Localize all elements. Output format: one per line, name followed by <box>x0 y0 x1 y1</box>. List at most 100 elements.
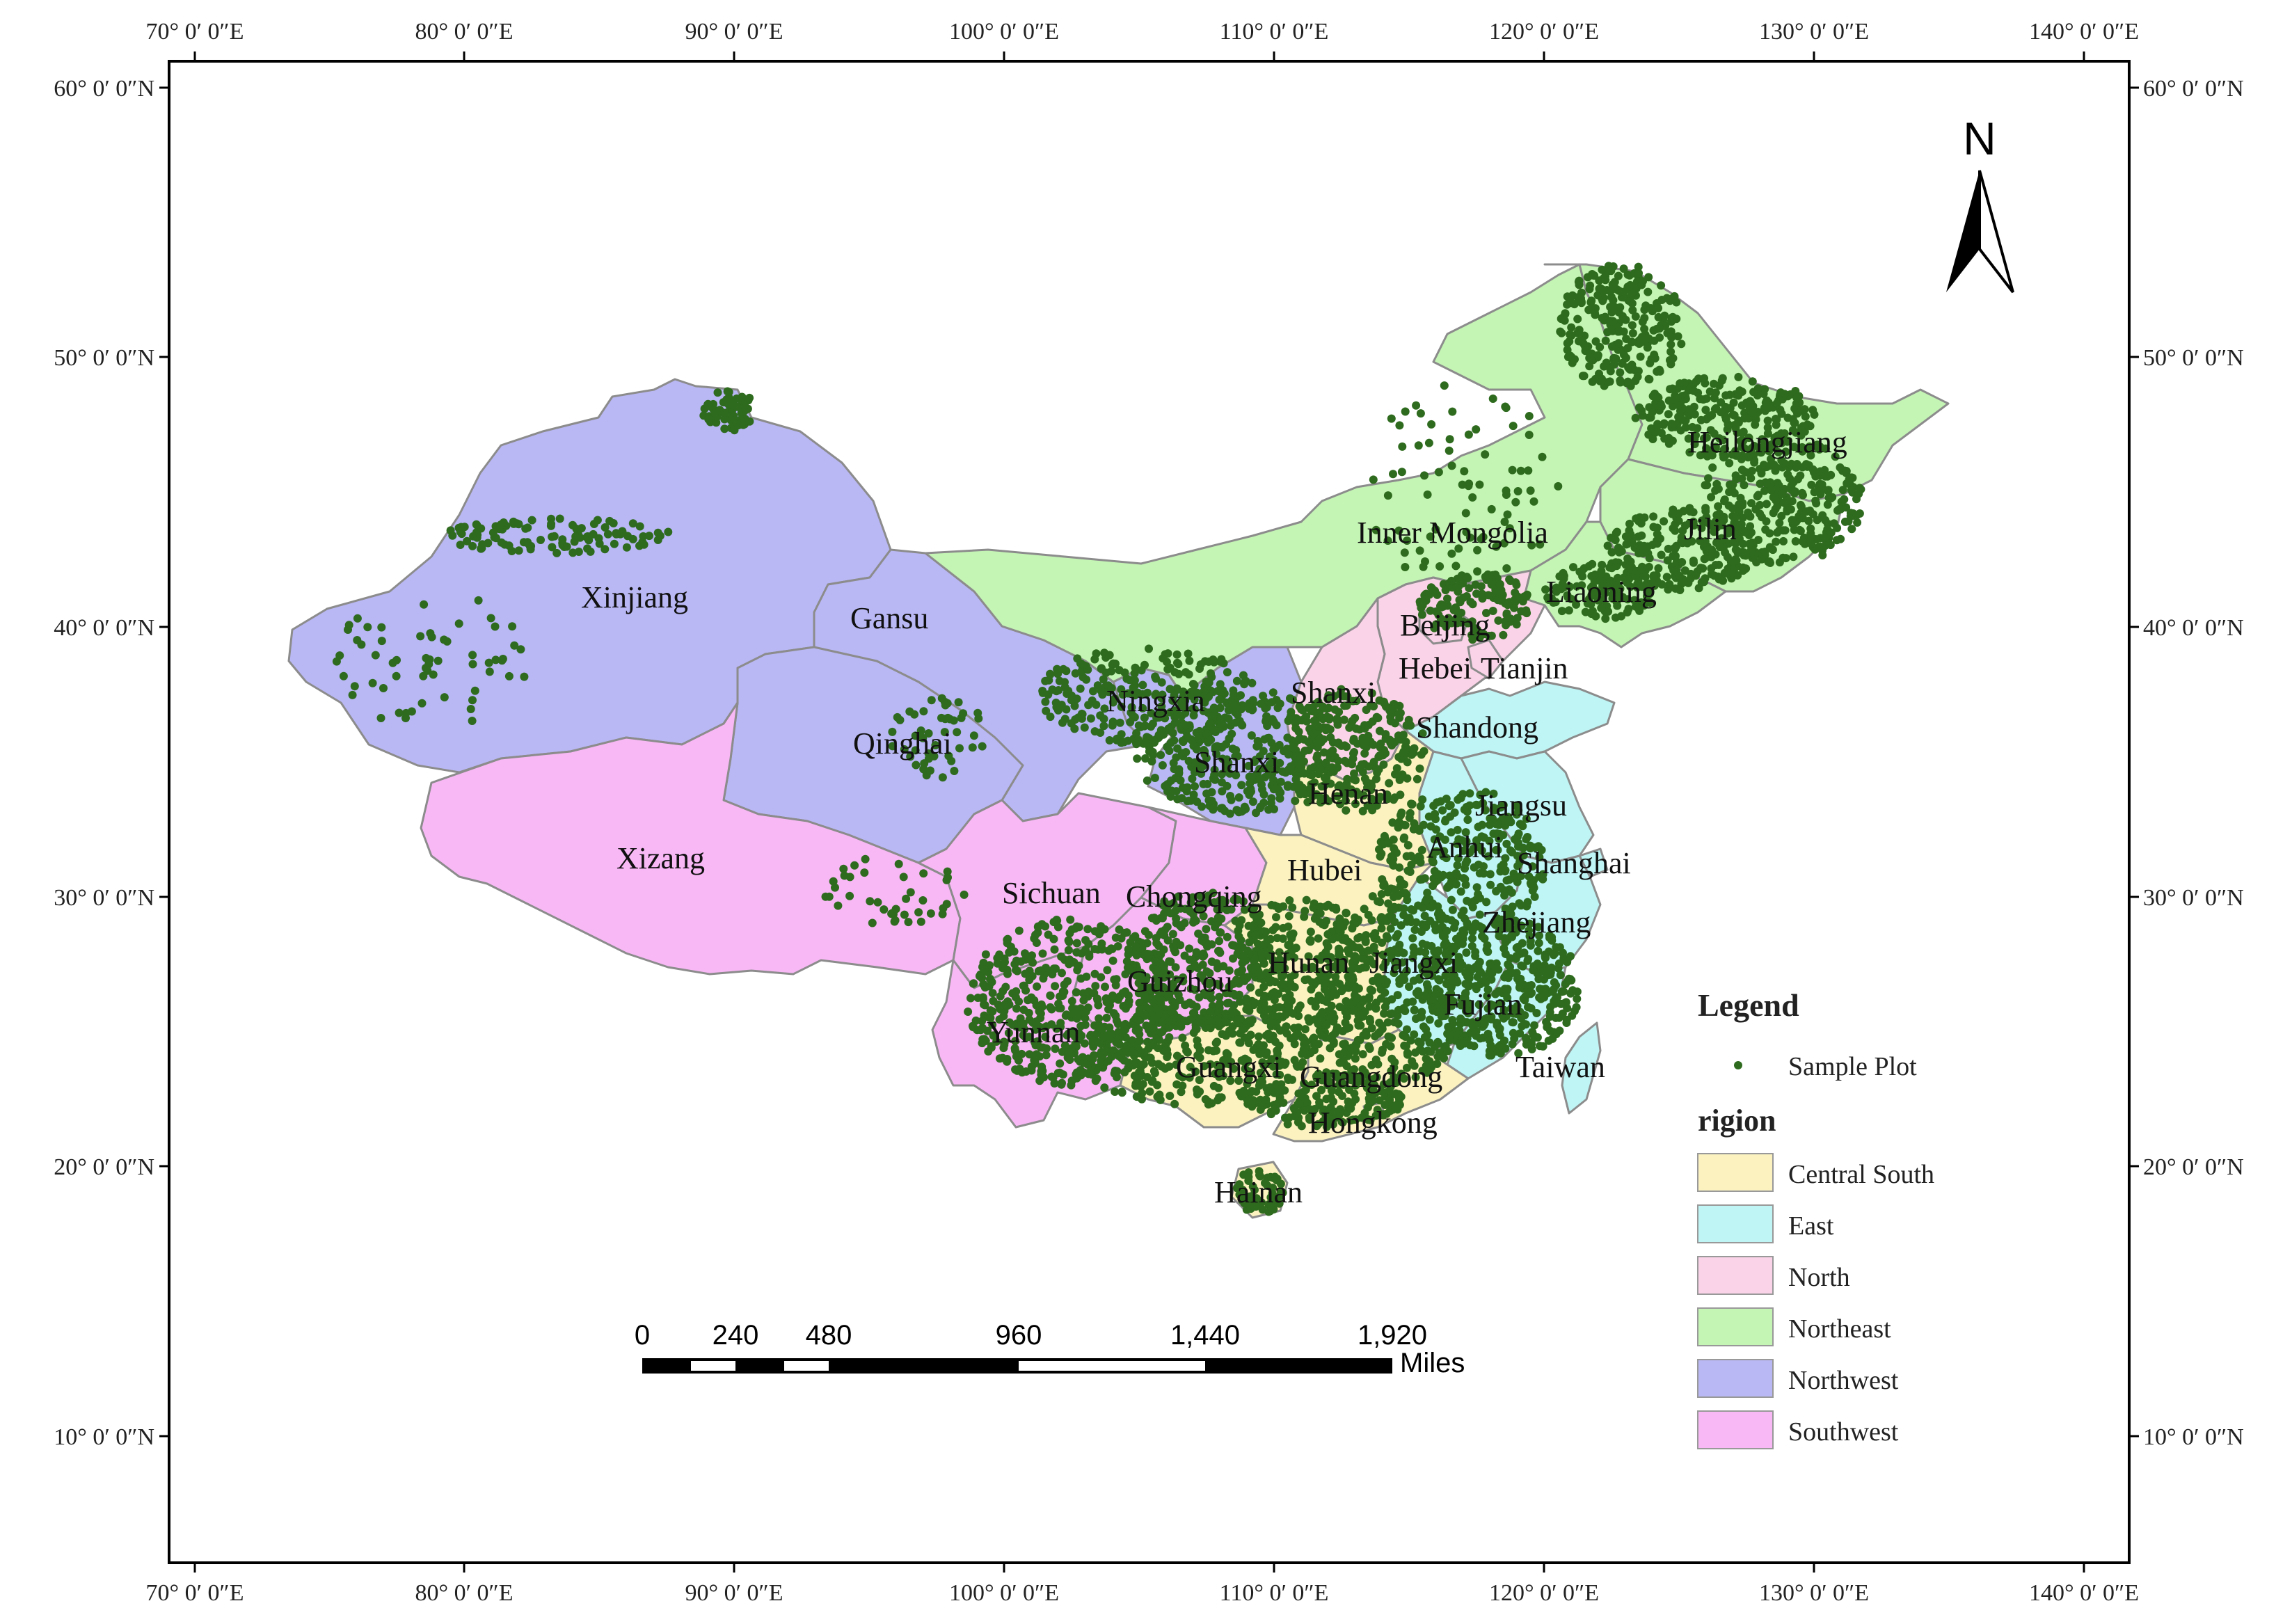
sample-plot-point <box>1108 659 1117 668</box>
sample-plot-point <box>1255 1032 1263 1041</box>
sample-plot-point <box>1422 980 1431 989</box>
sample-plot-point <box>1790 488 1799 497</box>
sample-plot-point <box>1115 1034 1124 1043</box>
sample-plot-point <box>1133 754 1142 763</box>
sample-plot-point <box>1847 525 1856 534</box>
sample-plot-point <box>1460 928 1469 937</box>
sample-plot-point <box>1358 760 1366 769</box>
sample-plot-point <box>1712 511 1721 520</box>
sample-plot-point <box>1607 308 1616 317</box>
sample-plot-point <box>1168 696 1177 705</box>
sample-plot-point <box>1200 746 1209 754</box>
sample-plot-point <box>1493 845 1502 854</box>
sample-plot-point <box>1259 994 1268 1003</box>
sample-plot-point <box>1559 987 1568 996</box>
sample-plot-point <box>1654 393 1663 402</box>
sample-plot-point <box>1185 944 1194 953</box>
sample-plot-point <box>1485 1051 1494 1060</box>
sample-plot-point <box>1158 1018 1167 1027</box>
sample-plot-point <box>1297 1122 1306 1131</box>
sample-plot-point <box>1297 763 1306 772</box>
sample-plot-point <box>1097 922 1106 931</box>
sample-plot-point <box>1559 571 1568 580</box>
sample-plot-point <box>1378 875 1387 884</box>
sample-plot-point <box>1760 385 1769 394</box>
sample-plot-point <box>1442 926 1451 935</box>
sample-plot-points <box>332 262 1865 1216</box>
sample-plot-point <box>1445 802 1454 811</box>
sample-plot-point <box>1339 715 1348 724</box>
sample-plot-point <box>1697 523 1706 532</box>
sample-plot-point <box>1112 1068 1120 1076</box>
sample-plot-point <box>1073 962 1082 971</box>
sample-plot-point <box>1606 287 1615 296</box>
sample-plot-point <box>1579 372 1589 381</box>
sample-plot-point <box>1403 1049 1412 1058</box>
sample-plot-point <box>1638 411 1647 420</box>
sample-plot-point <box>1197 769 1206 778</box>
sample-plot-point <box>1326 748 1335 757</box>
sample-plot-point <box>1472 836 1481 845</box>
sample-plot-point <box>1434 1019 1443 1028</box>
sample-plot-point <box>1802 507 1811 516</box>
sample-plot-point <box>1120 1068 1129 1076</box>
sample-plot-point <box>1701 406 1710 415</box>
sample-plot-point <box>1425 1015 1434 1024</box>
sample-plot-point <box>1836 534 1845 543</box>
sample-plot-point <box>1666 340 1676 349</box>
sample-plot-point <box>1178 1033 1187 1042</box>
sample-plot-point <box>1704 518 1713 527</box>
sample-plot-point <box>1460 1039 1469 1048</box>
sample-plot-point <box>1191 782 1199 791</box>
sample-plot-point <box>1644 588 1653 597</box>
sample-plot-point <box>1442 795 1451 803</box>
sample-plot-point <box>1131 941 1140 950</box>
sample-plot-point <box>1502 876 1511 885</box>
sample-plot-point <box>1217 1093 1226 1102</box>
sample-plot-point <box>1117 702 1126 711</box>
sample-plot-point <box>1637 519 1646 528</box>
sample-plot-point <box>1685 405 1694 414</box>
sample-plot-point <box>1027 956 1036 965</box>
sample-plot-point <box>1696 536 1704 546</box>
sample-plot-point <box>1333 717 1342 726</box>
lon-label-bottom: 100° 0′ 0″E <box>949 1580 1059 1606</box>
sample-plot-point <box>1689 386 1698 395</box>
sample-plot-point <box>1778 553 1788 562</box>
sample-plot-point <box>1399 747 1408 756</box>
sample-plot-point <box>1674 509 1683 518</box>
sample-plot-point <box>1417 610 1426 619</box>
sample-plot-point <box>1274 1085 1283 1094</box>
sample-plot-point <box>1753 408 1762 416</box>
sample-plot-point <box>1071 924 1079 933</box>
sample-plot-point <box>1717 520 1726 530</box>
sample-plot-point <box>1483 1029 1493 1038</box>
sample-plot-point <box>1534 975 1543 984</box>
sample-plot-point <box>1463 619 1472 628</box>
sample-plot-point <box>1132 740 1141 749</box>
sample-plot-point <box>1181 721 1191 730</box>
sample-plot-point <box>1272 913 1280 922</box>
sample-plot-point <box>1532 1009 1541 1017</box>
sample-plot-point <box>1471 923 1480 932</box>
sample-plot-point <box>1397 809 1406 817</box>
sample-plot-point <box>1213 687 1223 695</box>
sample-plot-point <box>1799 491 1807 500</box>
sample-plot-point <box>1218 804 1227 813</box>
sample-plot-point <box>1707 493 1716 502</box>
sample-plot-point <box>1284 922 1293 931</box>
sample-plot-point <box>1246 983 1255 992</box>
sample-plot-point <box>1367 795 1376 803</box>
sample-plot-point <box>1088 1039 1097 1048</box>
sample-plot-point <box>1723 552 1732 562</box>
sample-plot-point <box>1314 1019 1323 1028</box>
sample-plot-point <box>1034 922 1042 931</box>
sample-plot-point <box>1375 845 1383 854</box>
sample-plot-point <box>1080 1039 1089 1048</box>
lon-label-bottom: 80° 0′ 0″E <box>415 1580 514 1606</box>
sample-plot-point <box>1241 804 1250 813</box>
sample-plot-point <box>1403 758 1412 767</box>
sample-plot-point <box>1403 866 1412 875</box>
sample-plot-point <box>1046 991 1055 1000</box>
